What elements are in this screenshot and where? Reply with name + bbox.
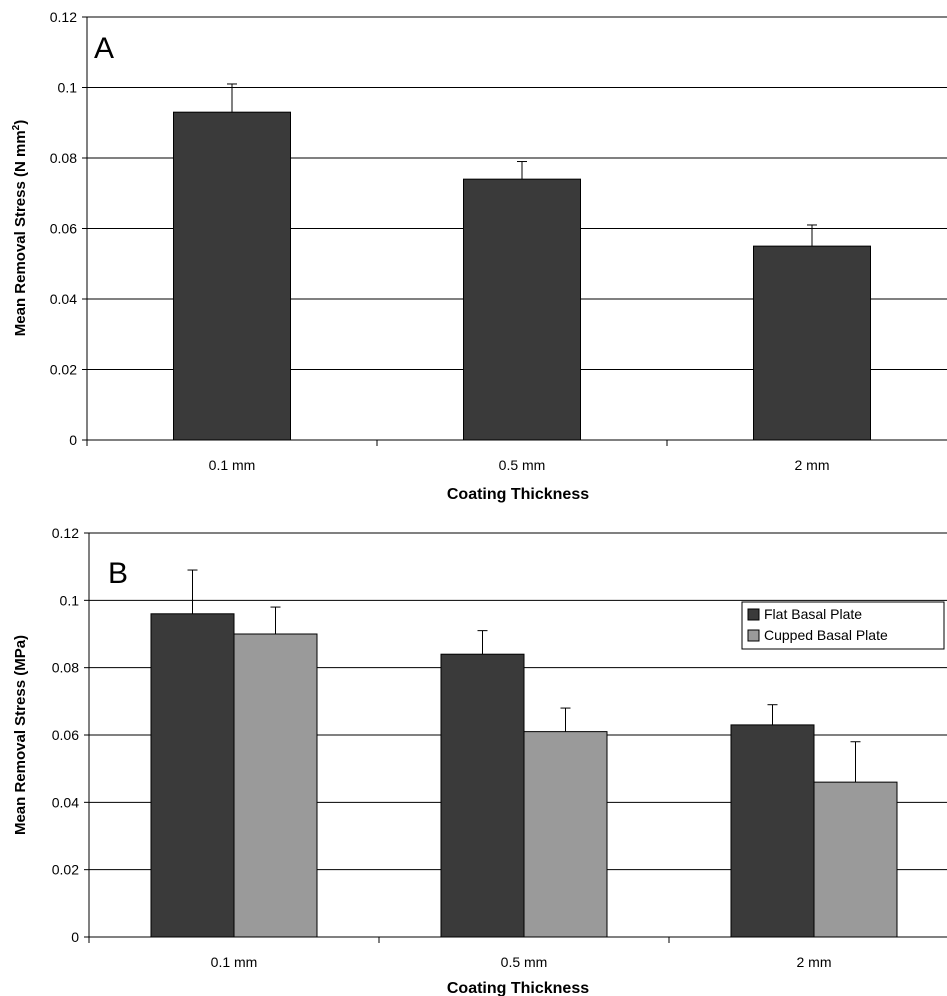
- panel-b-axes: [84, 532, 947, 943]
- legend-box: [741, 601, 945, 650]
- panel-b-label: B: [108, 557, 128, 590]
- panel-b-bar-cupped-basal-plate: [813, 781, 898, 938]
- panel-a-axes: [82, 16, 947, 446]
- panel-b-y-tick-label: 0.02: [52, 862, 79, 878]
- panel-a-bar: [173, 111, 291, 441]
- panel-b-x-tick-labels: 0.1 mm 0.5 mm 2 mm: [211, 954, 832, 970]
- panel-a-y-tick-label: 0.04: [50, 291, 77, 307]
- panel-a-bars: [173, 83, 871, 441]
- panel-b-y-tick-label: 0.12: [52, 525, 79, 541]
- panel-b-bar-cupped-basal-plate: [523, 731, 608, 938]
- panel-b-legend: Flat Basal Plate Cupped Basal Plate: [741, 601, 945, 650]
- panel-a-y-tick-label: 0.1: [58, 80, 78, 96]
- panel-a-y-axis-title-close: ): [12, 120, 29, 125]
- panel-a-chart: 0 0.02 0.04 0.06 0.08 0.1 0.12 0.1 mm 0.5 mm 2 m…: [11, 9, 947, 503]
- panel-b-x-axis-title: Coating Thickness: [447, 980, 589, 996]
- legend-label-flat: Flat Basal Plate: [764, 606, 862, 622]
- panel-a-x-axis-title: Coating Thickness: [447, 486, 589, 503]
- panel-b-x-tick-label: 2 mm: [797, 954, 832, 970]
- panel-b-y-tick-label: 0.1: [60, 592, 80, 608]
- panel-b-y-tick-label: 0: [71, 929, 79, 945]
- panel-b-x-tick-label: 0.1 mm: [211, 954, 258, 970]
- panel-b-bars: [150, 569, 898, 938]
- panel-b-chart: 0 0.02 0.04 0.06 0.08 0.1 0.12 0.1 mm 0.5 mm 2 m…: [12, 525, 947, 996]
- panel-b-y-tick-label: 0.06: [52, 727, 79, 743]
- panel-a-bar: [753, 245, 871, 441]
- panel-b-y-axis-title: Mean Removal Stress (MPa): [12, 635, 29, 835]
- panel-b-bar-flat-basal-plate: [730, 724, 815, 938]
- panel-a-y-axis-title-superscript: 2: [11, 124, 22, 130]
- panel-a-y-tick-label: 0: [69, 432, 77, 448]
- panel-b-y-tick-labels: 0 0.02 0.04 0.06 0.08 0.1 0.12: [52, 525, 79, 945]
- panel-a-y-tick-label: 0.06: [50, 221, 77, 237]
- panel-b-y-tick-label: 0.04: [52, 794, 79, 810]
- panel-a-bar: [463, 178, 581, 441]
- panel-b-bar-cupped-basal-plate: [233, 633, 318, 938]
- panel-b-bar-flat-basal-plate: [440, 653, 525, 938]
- panel-a-x-tick-labels: 0.1 mm 0.5 mm 2 mm: [209, 457, 830, 473]
- panel-b-bar-flat-basal-plate: [150, 613, 235, 938]
- panel-a-y-tick-label: 0.08: [50, 150, 77, 166]
- legend-swatch-cupped: [747, 629, 760, 642]
- panel-b-x-tick-label: 0.5 mm: [501, 954, 548, 970]
- legend-swatch-flat: [747, 608, 760, 621]
- legend-label-cupped: Cupped Basal Plate: [764, 627, 888, 643]
- panel-a-y-axis-title-text: Mean Removal Stress (N mm: [12, 130, 29, 336]
- panel-a-y-axis-title: Mean Removal Stress (N mm2): [11, 120, 29, 336]
- panel-a-y-tick-label: 0.12: [50, 9, 77, 25]
- panel-a-x-tick-label: 0.1 mm: [209, 457, 256, 473]
- panel-a-x-tick-label: 2 mm: [795, 457, 830, 473]
- panel-a-y-tick-label: 0.02: [50, 362, 77, 378]
- panel-a-x-tick-label: 0.5 mm: [499, 457, 546, 473]
- panel-a-label: A: [94, 32, 114, 65]
- panel-b-y-tick-label: 0.08: [52, 660, 79, 676]
- panel-a-y-tick-labels: 0 0.02 0.04 0.06 0.08 0.1 0.12: [50, 9, 77, 448]
